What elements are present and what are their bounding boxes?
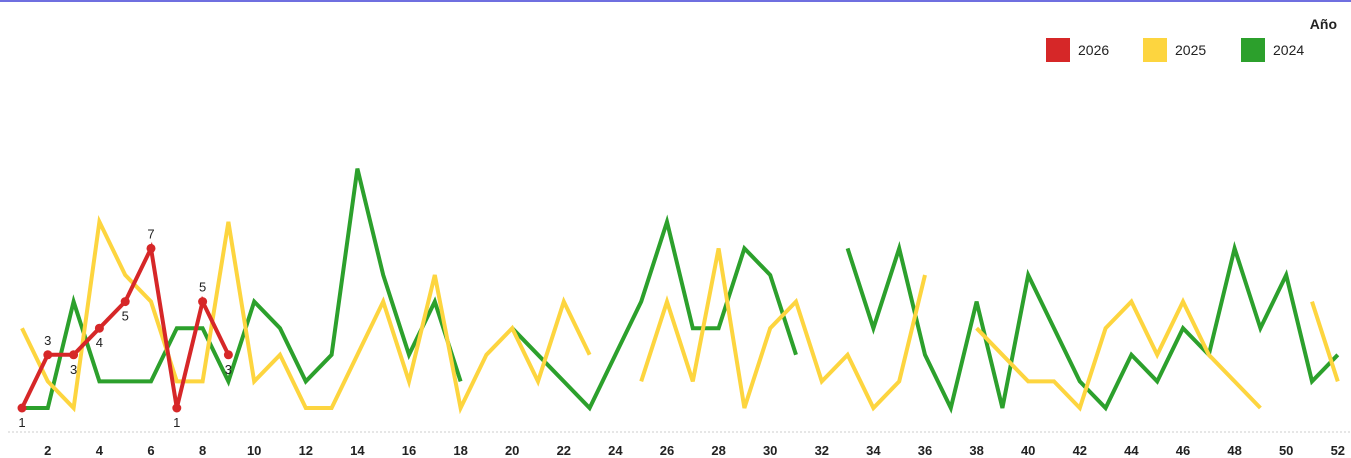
series-2026-point: [198, 297, 208, 307]
top-border-line: [0, 0, 1351, 2]
data-label: 3: [225, 362, 232, 377]
x-tick-label: 6: [147, 443, 154, 458]
x-tick-label: 36: [918, 443, 932, 458]
x-tick-label: 44: [1124, 443, 1139, 458]
legend-label-2025: 2025: [1175, 42, 1207, 58]
series-2026-point: [120, 297, 130, 307]
point-layer: [17, 243, 233, 413]
data-label: 5: [122, 309, 129, 324]
legend: Año 2026 2025 2024: [1040, 12, 1345, 72]
legend-swatch-2026: [1046, 38, 1070, 62]
series-2026-point: [146, 243, 156, 253]
x-tick-label: 18: [453, 443, 467, 458]
x-tick-label: 20: [505, 443, 519, 458]
data-label: 5: [199, 280, 206, 295]
data-label: 3: [70, 362, 77, 377]
data-label: 7: [147, 226, 154, 241]
legend-item-2026: 2026: [1046, 38, 1109, 62]
x-tick-label: 50: [1279, 443, 1293, 458]
x-tick-label: 16: [402, 443, 416, 458]
x-tick-label: 34: [866, 443, 881, 458]
legend-swatch-2025: [1143, 38, 1167, 62]
series-2024-line-3: [845, 241, 1340, 414]
x-tick-label: 14: [350, 443, 365, 458]
data-label-layer: 1 3 3 4 5 7 1 5 3: [18, 226, 232, 430]
x-tick-label: 8: [199, 443, 206, 458]
x-tick-label: 30: [763, 443, 777, 458]
series-2026-point: [17, 403, 27, 413]
x-tick-label: 48: [1227, 443, 1241, 458]
legend-item-2024: 2024: [1241, 38, 1304, 62]
x-axis-ticks: 2 4 6 8 10 12 14 16 18 20 22 24 26 28 30 32 34 36 38 40 42 44…: [44, 443, 1345, 458]
x-tick-label: 2: [44, 443, 51, 458]
legend-label-2026: 2026: [1078, 42, 1110, 58]
series-2025-line-1: [20, 214, 592, 415]
legend-label-2024: 2024: [1273, 42, 1305, 58]
series-2025-line-3: [975, 297, 1262, 412]
legend-swatch-2024: [1241, 38, 1265, 62]
data-label: 1: [173, 415, 180, 430]
data-label: 3: [44, 333, 51, 348]
x-tick-label: 10: [247, 443, 261, 458]
series-2025-line-4: [1310, 300, 1340, 383]
series-2026-point: [94, 323, 104, 333]
x-tick-label: 42: [1073, 443, 1087, 458]
x-tick-label: 52: [1331, 443, 1345, 458]
x-tick-label: 26: [660, 443, 674, 458]
x-tick-label: 28: [711, 443, 725, 458]
series-2025-line-2: [639, 248, 927, 412]
x-tick-label: 38: [969, 443, 983, 458]
x-tick-label: 40: [1021, 443, 1035, 458]
series-2024-line-1: [22, 168, 463, 410]
series-2026-point: [43, 350, 53, 360]
series-layer: [20, 168, 1340, 415]
legend-title: Año: [1309, 16, 1337, 32]
legend-item-2025: 2025: [1143, 38, 1206, 62]
data-label: 4: [96, 335, 103, 350]
series-2026-point: [69, 350, 79, 360]
series-2026-point: [223, 350, 233, 360]
x-tick-label: 46: [1176, 443, 1190, 458]
series-2024-line-2: [510, 214, 798, 412]
x-tick-label: 22: [557, 443, 571, 458]
x-tick-label: 12: [299, 443, 313, 458]
x-tick-label: 24: [608, 443, 623, 458]
x-tick-label: 4: [96, 443, 104, 458]
series-2026-point: [172, 403, 182, 413]
data-label: 1: [18, 415, 25, 430]
x-tick-label: 32: [815, 443, 829, 458]
